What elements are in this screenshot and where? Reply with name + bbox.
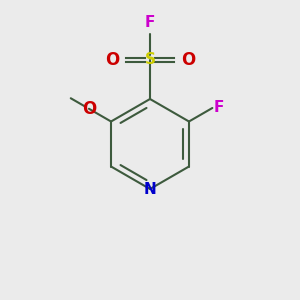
Text: O: O — [181, 51, 195, 69]
Text: N: N — [144, 182, 156, 196]
Text: F: F — [214, 100, 224, 116]
Text: O: O — [82, 100, 96, 118]
Text: O: O — [105, 51, 119, 69]
Text: S: S — [145, 52, 155, 68]
Text: F: F — [145, 15, 155, 30]
